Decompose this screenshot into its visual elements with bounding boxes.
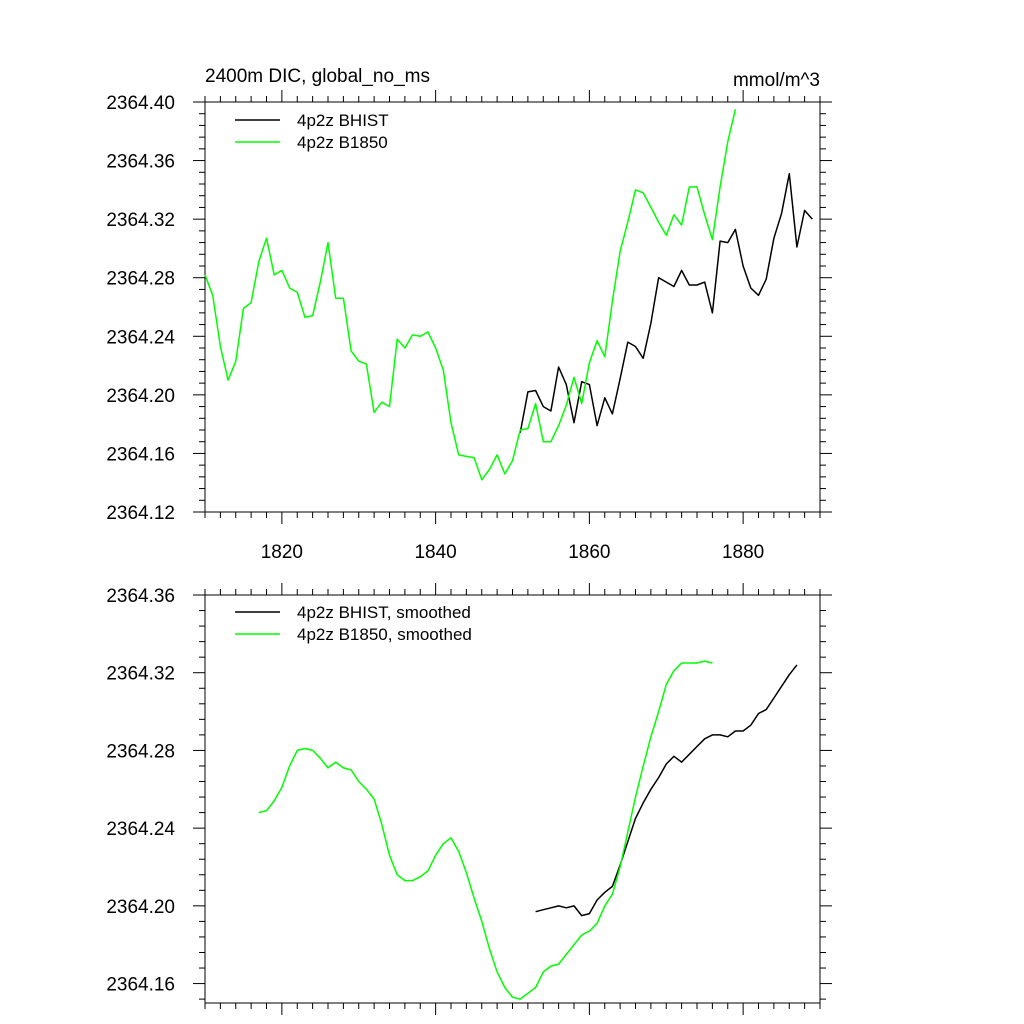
series-line-1 xyxy=(519,172,813,434)
y-tick-label: 2364.28 xyxy=(106,741,175,762)
y-tick-label: 2364.36 xyxy=(106,152,175,173)
x-tick-label: 1880 xyxy=(722,542,764,563)
y-tick-label: 2364.36 xyxy=(106,586,175,607)
y-tick-label: 2364.16 xyxy=(106,444,175,465)
y-tick-label: 2364.12 xyxy=(106,503,175,524)
y-tick-label: 2364.20 xyxy=(106,386,175,407)
y-tick-label: 2364.32 xyxy=(106,210,175,231)
y-tick-label: 2364.32 xyxy=(106,664,175,685)
panel-1-title: 2400m DIC, global_no_ms xyxy=(205,66,430,87)
panel-1-plot: 1820 1840 1860 1880 2364.12 2364.16 2364.20 236… xyxy=(106,90,832,563)
series-line-1 xyxy=(535,664,798,917)
panel-2-plot: 2364.16 2364.20 2364.24 2364.28 2364.32 2364.… xyxy=(106,583,832,1015)
legend-label: 4p2z B1850, smoothed xyxy=(297,625,472,644)
y-tick-label: 2364.24 xyxy=(106,327,175,348)
y-tick-label: 2364.24 xyxy=(106,819,175,840)
legend-label: 4p2z BHIST, smoothed xyxy=(297,603,471,622)
x-tick-label: 1860 xyxy=(568,542,610,563)
series-line-2 xyxy=(204,109,737,481)
y-tick-label: 2364.28 xyxy=(106,269,175,290)
series-line-2 xyxy=(258,660,713,1000)
legend-label: 4p2z BHIST xyxy=(297,111,389,130)
legend-label: 4p2z B1850 xyxy=(297,133,388,152)
y-tick-label: 2364.40 xyxy=(106,93,175,114)
x-tick-label: 1820 xyxy=(261,542,303,563)
y-tick-label: 2364.16 xyxy=(106,975,175,996)
x-tick-label: 1840 xyxy=(414,542,456,563)
y-tick-label: 2364.20 xyxy=(106,897,175,918)
plot-frame xyxy=(204,101,821,513)
plot-frame xyxy=(204,594,821,1004)
panel-1-units: mmol/m^3 xyxy=(733,70,820,91)
